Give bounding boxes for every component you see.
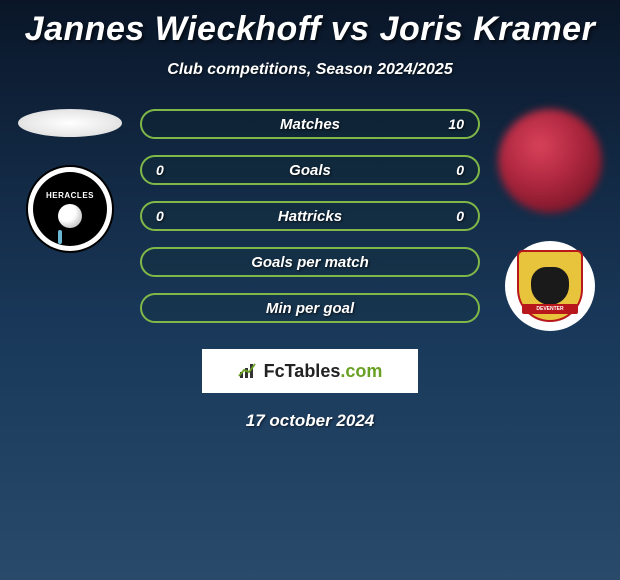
stat-label: Hattricks — [278, 208, 342, 225]
stat-val-right: 10 — [440, 116, 464, 132]
brand-main: FcTables — [264, 361, 341, 381]
stat-label: Goals — [289, 162, 331, 179]
stat-label: Min per goal — [266, 300, 354, 317]
subtitle: Club competitions, Season 2024/2025 — [0, 61, 620, 79]
date-label: 17 october 2024 — [0, 411, 620, 431]
stat-row-hattricks: 0 Hattricks 0 — [140, 201, 480, 231]
ball-icon — [58, 204, 82, 228]
stat-row-matches: Matches 10 — [140, 109, 480, 139]
stats-column: Matches 10 0 Goals 0 0 Hattricks 0 Goals… — [140, 109, 480, 323]
stat-row-goals: 0 Goals 0 — [140, 155, 480, 185]
stat-val-left: 0 — [156, 162, 180, 178]
brand-box: FcTables.com — [202, 349, 418, 393]
brand-suffix: .com — [340, 361, 382, 381]
stat-val-right: 0 — [440, 208, 464, 224]
brand-text: FcTables.com — [264, 361, 383, 382]
stat-label: Goals per match — [251, 254, 369, 271]
club-banner-right: DEVENTER — [522, 304, 578, 314]
bar-chart-icon — [238, 362, 260, 380]
stat-row-mpg: Min per goal — [140, 293, 480, 323]
stat-label: Matches — [280, 116, 340, 133]
club-badge-left: HERACLES — [26, 165, 114, 253]
club-badge-right: DEVENTER — [505, 241, 595, 331]
comparison-container: HERACLES Matches 10 0 Goals 0 0 Hattrick… — [0, 109, 620, 331]
player-avatar-left — [18, 109, 122, 137]
right-side: DEVENTER — [496, 109, 604, 331]
left-side: HERACLES — [16, 109, 124, 253]
page-title: Jannes Wieckhoff vs Joris Kramer — [0, 0, 620, 49]
stat-row-gpm: Goals per match — [140, 247, 480, 277]
stat-val-right: 0 — [440, 162, 464, 178]
club-label-left: HERACLES — [46, 191, 94, 200]
eagles-shield: DEVENTER — [517, 250, 583, 322]
player-avatar-right — [498, 109, 602, 213]
heracles-badge-inner: HERACLES — [33, 172, 107, 246]
eagle-icon — [531, 267, 569, 305]
stat-val-left: 0 — [156, 208, 180, 224]
